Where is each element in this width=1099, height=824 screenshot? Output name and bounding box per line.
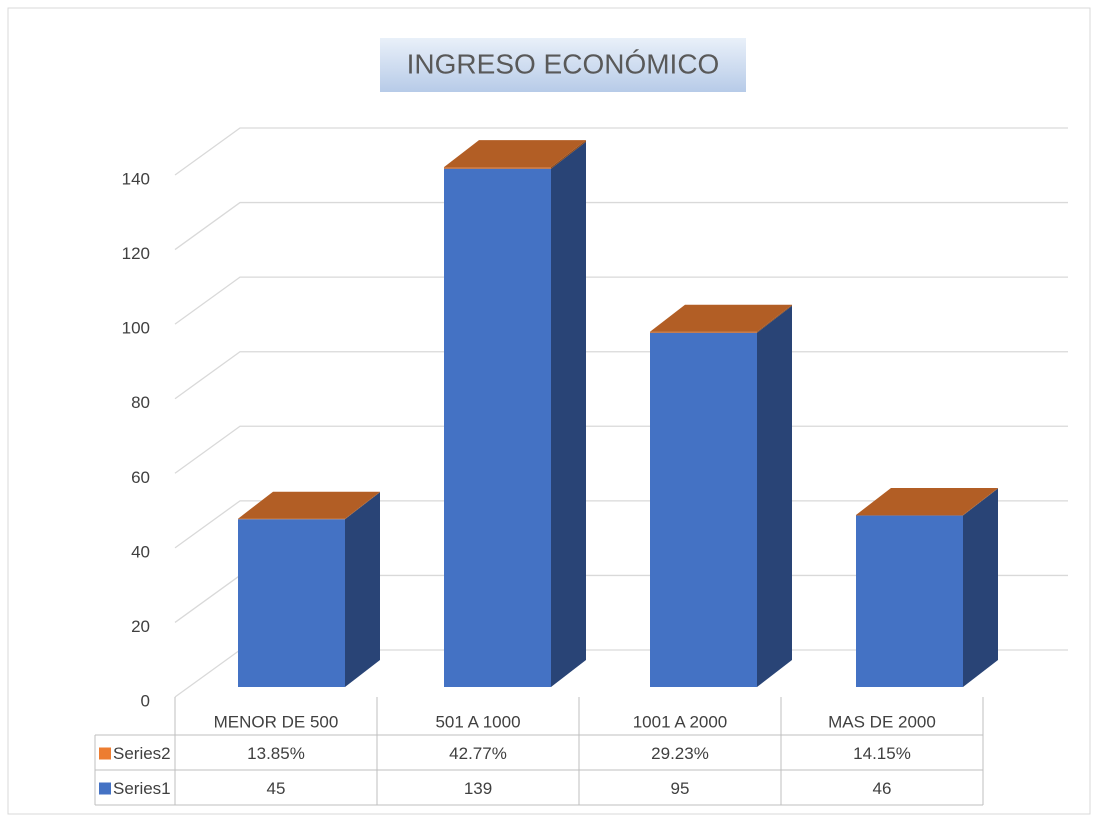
data-label: 139 [464,779,492,798]
bar-front [856,515,963,687]
y-tick-label: 120 [122,244,150,263]
bar-front [856,514,963,516]
bar-side [345,491,380,520]
data-label: 14.15% [853,744,911,763]
x-tick-label: MAS DE 2000 [828,712,936,731]
bar-side [757,304,792,333]
bar-front [238,519,345,687]
y-tick-label: 0 [141,691,150,710]
bar-side [757,305,792,687]
chart-title: INGRESO ECONÓMICO [407,48,720,79]
data-label: 45 [267,779,286,798]
bar-top [856,487,998,515]
grid-line [174,276,1068,325]
x-tick-label: 1001 A 2000 [633,712,728,731]
grid-line [174,201,1068,251]
x-tick-label: MENOR DE 500 [214,712,339,731]
data-label: 29.23% [651,744,709,763]
data-label: 42.77% [449,744,507,763]
bar-side [551,140,586,169]
bar-side [345,492,380,687]
bar-front [444,168,551,687]
y-tick-label: 80 [131,393,150,412]
bar-front [650,332,757,687]
bar-top [444,140,586,168]
data-label: 13.85% [247,744,305,763]
legend-label: Series1 [113,779,171,798]
legend-swatch [99,747,111,760]
legend-label: Series2 [113,744,171,763]
bar-front [444,167,551,169]
bar-top [650,304,792,332]
y-tick-label: 20 [131,617,150,636]
bar-front [650,331,757,333]
bar-side [963,487,998,516]
y-tick-label: 60 [131,468,150,487]
legend-swatch [99,782,111,795]
bar-front [238,518,345,520]
y-tick-label: 40 [131,542,150,561]
data-label: 46 [873,779,892,798]
bar-side [551,141,586,687]
bar-side [963,488,998,687]
bar-top [238,491,380,519]
x-tick-label: 501 A 1000 [435,712,520,731]
title-box [380,38,746,92]
y-tick-label: 140 [122,169,150,188]
data-label: 95 [671,779,690,798]
grid-line [174,127,1068,176]
y-tick-label: 100 [122,319,150,338]
